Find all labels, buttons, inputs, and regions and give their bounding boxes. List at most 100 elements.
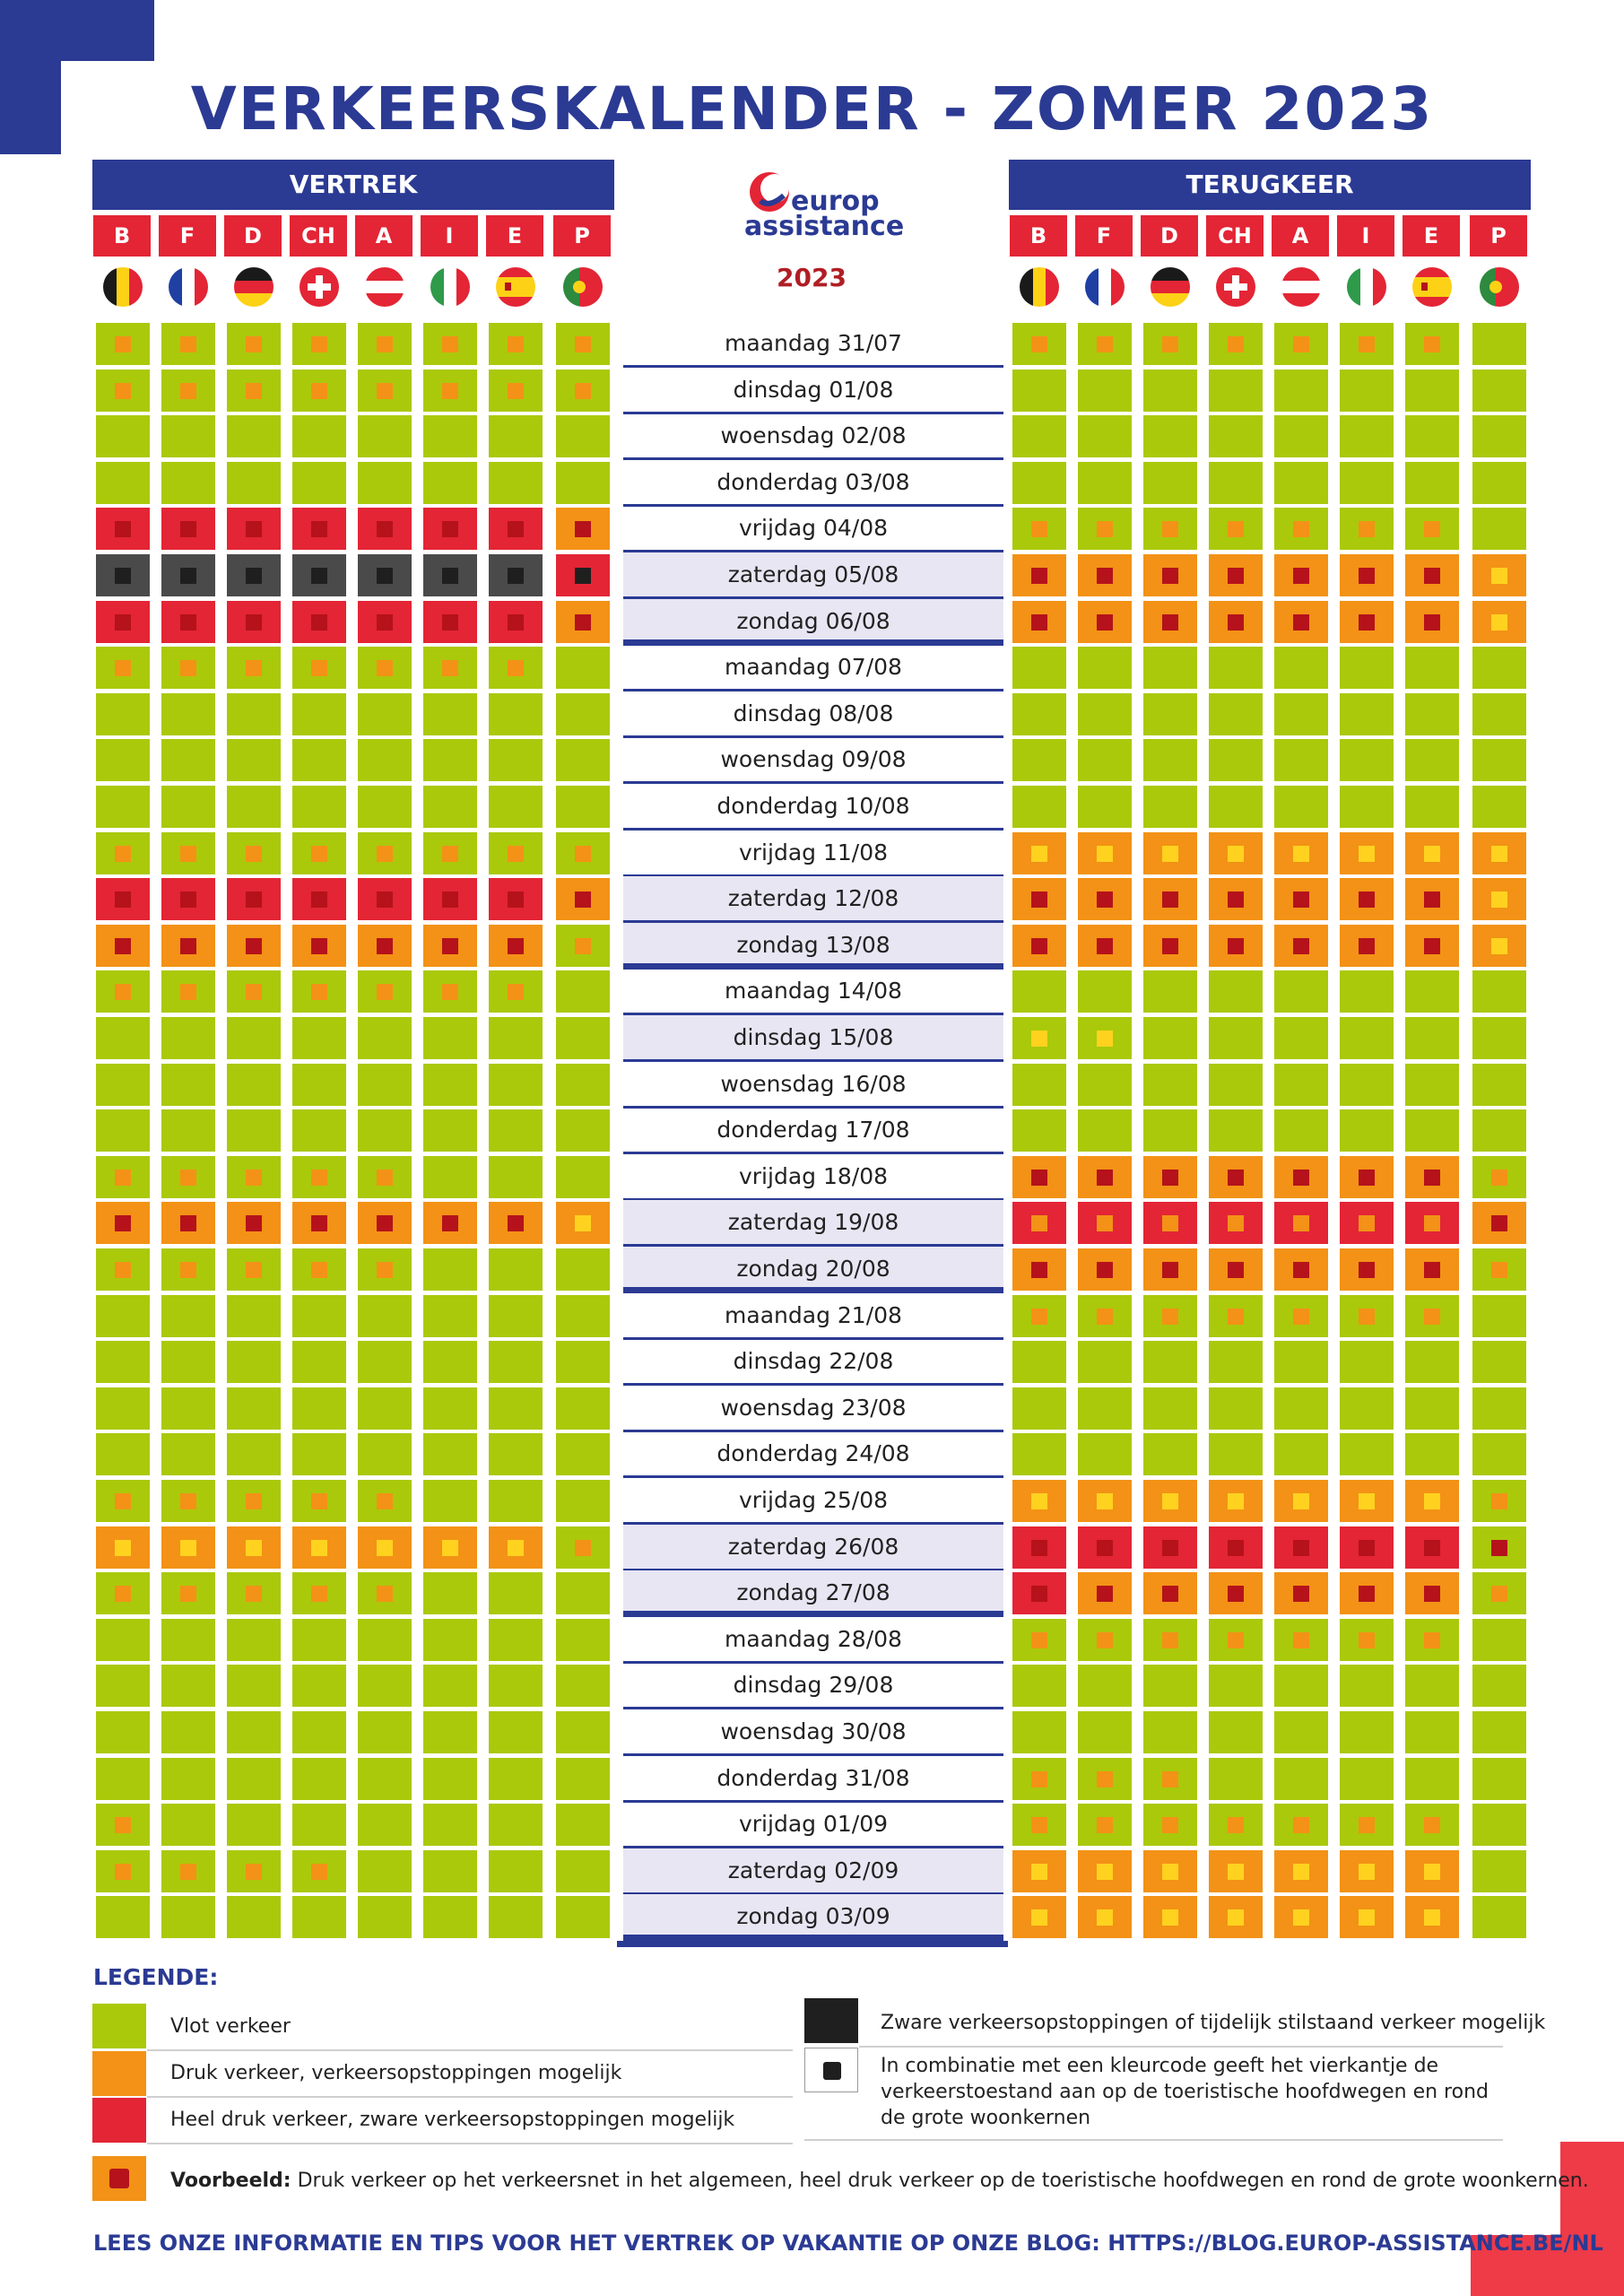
return-traffic-cell <box>1209 1850 1263 1892</box>
traffic-square-marker <box>1424 1214 1440 1231</box>
return-traffic-cell <box>1340 1387 1394 1430</box>
return-traffic-cell <box>1143 739 1197 781</box>
traffic-square-marker <box>1359 1261 1375 1278</box>
traffic-square-marker <box>311 1539 327 1556</box>
traffic-square-marker <box>1162 1909 1178 1926</box>
return-traffic-cell <box>1209 832 1263 874</box>
return-traffic-cell <box>1274 508 1328 550</box>
return-traffic-cell <box>1143 1619 1197 1661</box>
traffic-square-marker <box>508 613 524 631</box>
return-traffic-cell <box>1078 739 1132 781</box>
traffic-square-marker <box>442 845 458 862</box>
departure-traffic-cell <box>227 1017 281 1059</box>
traffic-square-marker <box>1359 520 1375 537</box>
traffic-square-marker <box>575 567 591 584</box>
departure-traffic-cell <box>161 1896 215 1938</box>
traffic-square-marker <box>1359 1214 1375 1231</box>
departure-traffic-cell <box>161 1480 215 1522</box>
traffic-square-marker <box>1293 1308 1309 1325</box>
return-traffic-cell <box>1405 1387 1459 1430</box>
departure-traffic-cell <box>556 1758 610 1800</box>
traffic-square-marker <box>1359 335 1375 352</box>
departure-traffic-cell <box>227 1619 281 1661</box>
traffic-square-marker <box>180 659 196 676</box>
traffic-square-marker <box>1097 1539 1113 1556</box>
departure-traffic-cell <box>489 647 543 689</box>
return-traffic-cell <box>1405 1619 1459 1661</box>
departure-traffic-cell <box>489 1850 543 1892</box>
departure-traffic-cell <box>292 1064 346 1106</box>
traffic-square-marker <box>442 937 458 954</box>
departure-traffic-cell <box>489 970 543 1013</box>
portugal-flag-icon <box>1480 267 1519 307</box>
return-traffic-cell <box>1012 1480 1066 1522</box>
return-traffic-cell <box>1078 1202 1132 1244</box>
return-traffic-cell <box>1340 370 1394 412</box>
traffic-square-marker <box>180 1214 196 1231</box>
return-traffic-cell <box>1274 1850 1328 1892</box>
traffic-square-marker <box>508 891 524 908</box>
traffic-square-marker <box>115 1169 131 1186</box>
traffic-square-marker <box>246 567 262 584</box>
return-traffic-cell <box>1143 1202 1197 1244</box>
traffic-square-marker <box>1359 937 1375 954</box>
departure-traffic-cell <box>358 1433 412 1475</box>
departure-traffic-cell <box>96 1433 150 1475</box>
departure-traffic-cell <box>161 878 215 920</box>
return-traffic-cell <box>1209 1109 1263 1152</box>
departure-traffic-cell <box>489 1295 543 1337</box>
departure-traffic-cell <box>292 925 346 967</box>
return-traffic-cell <box>1472 1064 1526 1106</box>
return-traffic-cell <box>1078 323 1132 365</box>
departure-traffic-cell <box>161 1850 215 1892</box>
traffic-square-marker <box>1228 1492 1244 1509</box>
return-traffic-cell <box>1143 1341 1197 1383</box>
return-traffic-cell <box>1143 1480 1197 1522</box>
departure-traffic-cell <box>358 832 412 874</box>
departure-traffic-cell <box>423 415 477 457</box>
return-traffic-cell <box>1078 370 1132 412</box>
date-row: zaterdag 05/08 <box>623 552 1003 599</box>
traffic-square-marker <box>1162 1863 1178 1880</box>
return-traffic-cell <box>1472 462 1526 504</box>
traffic-square-marker <box>311 613 327 631</box>
return-traffic-cell <box>1143 1850 1197 1892</box>
departure-traffic-cell <box>96 1480 150 1522</box>
return-traffic-cell <box>1340 1109 1394 1152</box>
traffic-square-marker <box>575 335 591 352</box>
traffic-square-marker <box>377 335 393 352</box>
departure-traffic-cell <box>292 970 346 1013</box>
corner-decoration-bottom-right <box>1471 2235 1624 2296</box>
departure-country-code: E <box>486 215 543 257</box>
departure-traffic-cell <box>556 415 610 457</box>
return-traffic-cell <box>1274 1156 1328 1198</box>
traffic-square-marker <box>246 1585 262 1602</box>
date-row: zaterdag 02/09 <box>623 1848 1003 1895</box>
logo-text-line1: europ <box>791 186 880 217</box>
return-traffic-cell <box>1078 601 1132 643</box>
departure-country-code: CH <box>290 215 347 257</box>
return-traffic-cell <box>1472 1109 1526 1152</box>
traffic-square-marker <box>1424 1631 1440 1648</box>
departure-traffic-cell <box>292 1665 346 1707</box>
date-row: maandag 14/08 <box>623 969 1003 1015</box>
departure-traffic-cell <box>556 508 610 550</box>
departure-traffic-cell <box>161 1572 215 1614</box>
return-traffic-cell <box>1405 1064 1459 1106</box>
return-traffic-cell <box>1209 1064 1263 1106</box>
traffic-square-marker <box>1031 1816 1047 1833</box>
return-traffic-cell <box>1340 647 1394 689</box>
return-traffic-cell <box>1274 832 1328 874</box>
traffic-square-marker <box>180 1492 196 1509</box>
departure-traffic-cell <box>423 647 477 689</box>
return-traffic-cell <box>1209 1804 1263 1846</box>
traffic-square-marker <box>180 1539 196 1556</box>
traffic-square-marker <box>1031 1770 1047 1787</box>
footer-blog-link[interactable]: LEES ONZE INFORMATIE EN TIPS VOOR HET VE… <box>93 2231 1603 2256</box>
departure-traffic-cell <box>292 1711 346 1753</box>
return-traffic-cell <box>1472 323 1526 365</box>
traffic-square-marker <box>115 1585 131 1602</box>
legend-swatch-green <box>92 2004 146 2048</box>
traffic-square-marker <box>575 613 591 631</box>
departure-traffic-cell <box>227 832 281 874</box>
